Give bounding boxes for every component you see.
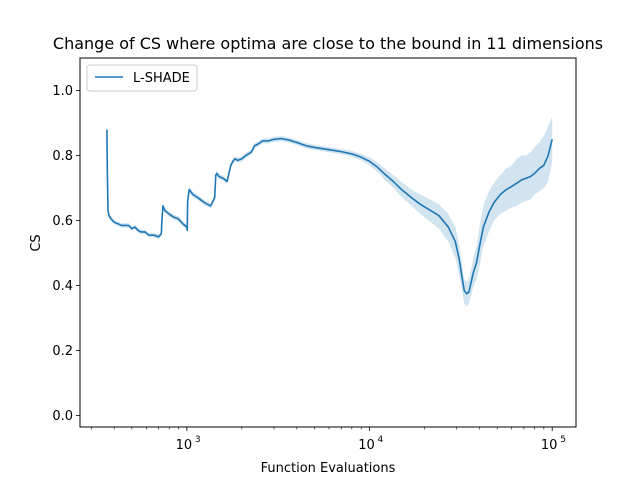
x-tick-label-exponent: 3 — [195, 435, 201, 445]
legend-box — [86, 64, 198, 92]
x-tick-label-exponent: 4 — [378, 435, 384, 445]
x-tick-label: 10 — [358, 438, 375, 453]
y-axis: 0.0 0.2 0.4 0.6 0.8 1.0 — [52, 84, 80, 424]
series-line-l-shade — [106, 129, 553, 295]
y-tick-label: 0.2 — [52, 344, 73, 359]
x-axis: 10 3 10 4 10 5 — [91, 427, 566, 453]
legend-label-l-shade: L-SHADE — [133, 71, 190, 86]
y-axis-label: CS — [29, 234, 44, 251]
x-tick-label: 10 — [176, 438, 193, 453]
x-tick-label-exponent: 5 — [560, 435, 566, 445]
y-tick-label: 0.8 — [52, 149, 73, 164]
y-tick-label: 1.0 — [52, 84, 73, 99]
x-axis-label: Function Evaluations — [261, 461, 396, 476]
legend: L-SHADE — [86, 64, 198, 92]
y-tick-label: 0.4 — [52, 279, 73, 294]
x-tick-label: 10 — [541, 438, 558, 453]
chart-title: Change of CS where optima are close to t… — [53, 34, 603, 53]
axes-frame — [79, 57, 577, 428]
plot-area — [106, 116, 553, 307]
y-tick-label: 0.6 — [52, 214, 73, 229]
y-tick-label: 0.0 — [52, 409, 73, 424]
